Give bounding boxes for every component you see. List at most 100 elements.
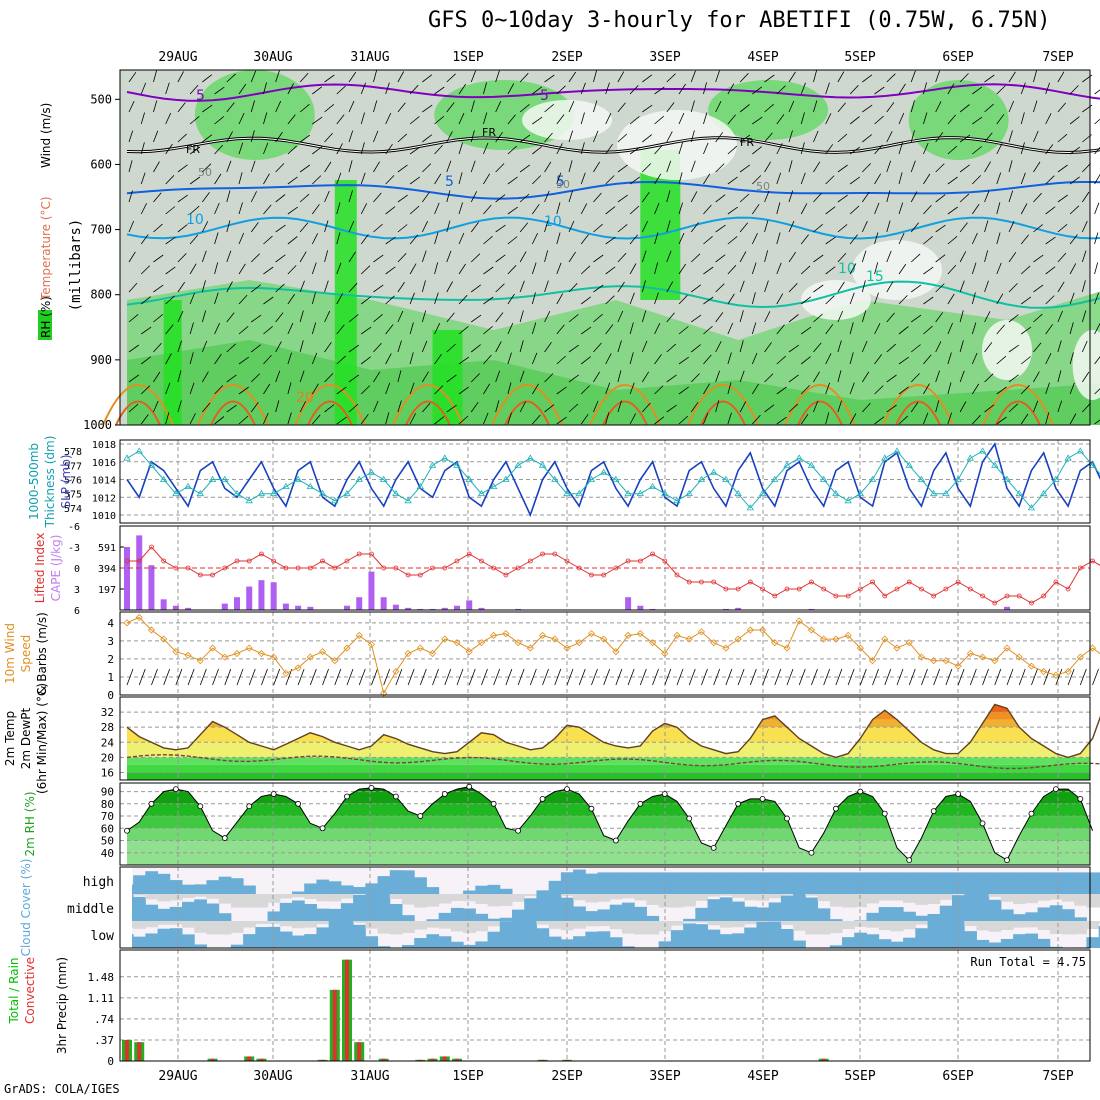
- wind-barb: [519, 164, 531, 173]
- wind-barb: [409, 382, 415, 395]
- wind-barb: [299, 72, 309, 83]
- lifted-index-point-70: [980, 593, 985, 599]
- cloud-cell-gray: [719, 921, 733, 928]
- wind-barb: [226, 190, 231, 203]
- cloud-row-label-0: high: [83, 875, 114, 890]
- wind-speed-point-51: [746, 626, 754, 634]
- wind-barb: [373, 342, 382, 353]
- wind-barb: [1045, 295, 1055, 305]
- wind-barb: [311, 262, 317, 275]
- cloud-cell: [512, 921, 525, 948]
- wind10-barb-32: [517, 668, 525, 686]
- wind-barb: [483, 204, 492, 215]
- wind-barb: [238, 172, 243, 185]
- wind-barb: [703, 82, 707, 95]
- wind-barb: [483, 82, 487, 95]
- cloud-frame: [119, 866, 1091, 949]
- thickness-point-72: [1003, 475, 1011, 482]
- wind-barb: [238, 263, 246, 275]
- wind10-barb-69: [969, 668, 977, 686]
- wind-barb: [959, 401, 967, 413]
- wind-barb: [470, 284, 482, 293]
- wind-barb: [360, 82, 366, 95]
- wind-barb: [629, 382, 635, 395]
- wind-barb: [446, 374, 457, 383]
- cloud-cell-gray: [658, 894, 672, 908]
- rh-band-0: [127, 840, 1090, 865]
- thickness-point-24: [416, 482, 425, 489]
- rh-point-64: [906, 857, 913, 864]
- wind-speed-point-47: [697, 628, 706, 636]
- wind-barb: [788, 251, 797, 263]
- cloud-cell-gray: [744, 921, 757, 925]
- wind-barb: [1069, 85, 1079, 95]
- rh-dry-3: [982, 320, 1032, 380]
- wind-barb: [360, 112, 365, 125]
- cloud-cell: [182, 901, 195, 921]
- cape-bar-25: [429, 608, 436, 610]
- thickness-point-42: [636, 489, 645, 497]
- wind-speed-point-74: [1027, 662, 1036, 670]
- temp-band-3: [127, 742, 1090, 758]
- cape-bar-29: [478, 607, 485, 610]
- wind-barb: [629, 352, 634, 365]
- wind-speed-point-68: [954, 662, 962, 670]
- wind-barb: [238, 202, 243, 215]
- wind-barb: [202, 163, 212, 173]
- wind-barb: [214, 385, 224, 395]
- wind10-barb-53: [774, 668, 782, 686]
- wind-barb: [813, 313, 823, 323]
- wind-barb: [800, 413, 809, 425]
- wind-barb: [971, 322, 977, 335]
- wind-barb: [397, 370, 402, 383]
- wind-barb: [703, 204, 712, 215]
- wind-barb: [373, 130, 379, 143]
- wind-barb: [849, 146, 861, 155]
- wind-barb: [140, 356, 152, 365]
- wind-barb: [189, 234, 199, 245]
- cape-bar-0: [124, 547, 130, 610]
- cloud-cell-gray: [157, 894, 171, 902]
- wind-barb: [1094, 388, 1100, 395]
- wind-barb: [348, 282, 358, 293]
- wind-barb: [531, 352, 538, 365]
- wind-barb: [862, 104, 873, 113]
- wind-barb: [202, 402, 211, 413]
- cloud-cell: [365, 894, 379, 921]
- cloud-cell-gray: [1025, 894, 1039, 904]
- lifted-index-point-62: [882, 593, 888, 599]
- lifted-index-point-72: [1004, 593, 1010, 599]
- wind-barb: [898, 295, 908, 305]
- cape-bar-50: [735, 607, 742, 610]
- wind-barb: [568, 190, 573, 203]
- wind-barb: [678, 202, 683, 215]
- wind-barb: [397, 164, 408, 173]
- wind-barb: [727, 206, 738, 215]
- cloud-cell: [634, 906, 647, 921]
- cloud-cell-gray: [817, 921, 831, 935]
- wind-barb: [544, 132, 553, 143]
- temp2m-side-label-1: 2m DewPt: [19, 707, 33, 769]
- wind-barb: [813, 70, 817, 83]
- cloud-cell: [609, 872, 623, 894]
- rh-point-24: [417, 813, 424, 819]
- wind10-barb-50: [737, 668, 745, 686]
- wind-barb: [813, 161, 821, 173]
- wind-speed-point-71: [991, 657, 999, 665]
- wind-barb: [299, 193, 310, 203]
- wind-speed-point-76: [1052, 671, 1060, 679]
- thickness-point-50: [734, 489, 742, 497]
- wind-speed-point-48: [710, 639, 718, 647]
- wind-barb: [177, 281, 186, 293]
- cape-bar-32: [515, 608, 522, 610]
- wind-barb: [324, 161, 332, 173]
- wind-barb: [886, 343, 897, 353]
- contour-label-3: FR: [482, 126, 496, 139]
- day-label-top-0: 29AUG: [158, 50, 197, 65]
- wind-speed-point-22: [392, 667, 400, 676]
- cloud-cell: [365, 883, 379, 894]
- wind-barb: [984, 190, 990, 203]
- wind-barb: [813, 192, 822, 203]
- cloud-cell: [670, 930, 684, 948]
- wind-barb: [727, 352, 732, 365]
